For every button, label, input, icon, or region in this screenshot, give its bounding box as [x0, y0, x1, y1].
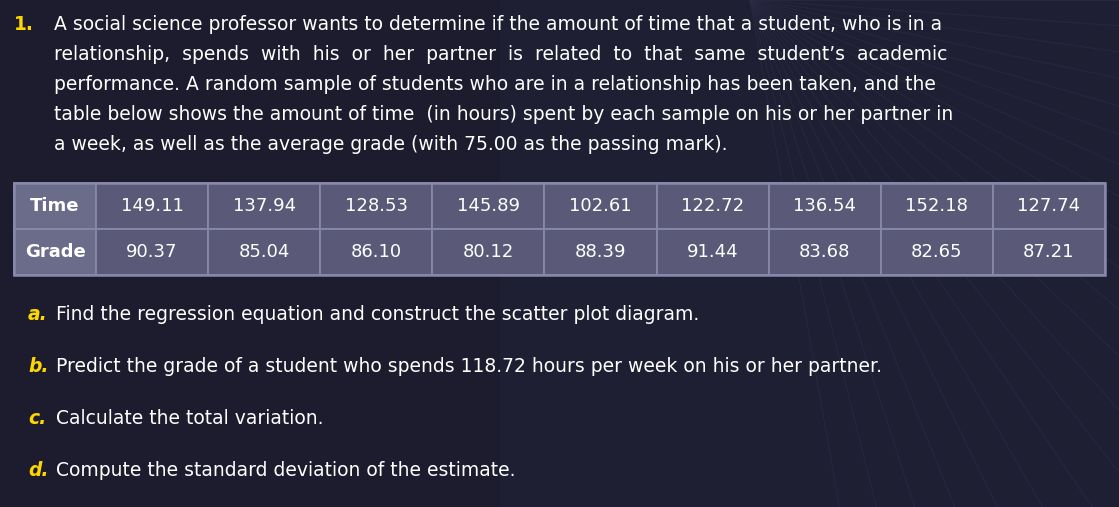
Text: 1.: 1.	[15, 15, 34, 34]
FancyBboxPatch shape	[15, 183, 96, 229]
Text: 90.37: 90.37	[126, 243, 178, 261]
Text: A social science professor wants to determine if the amount of time that a stude: A social science professor wants to dete…	[54, 15, 942, 34]
Text: 137.94: 137.94	[233, 197, 295, 215]
FancyBboxPatch shape	[96, 229, 208, 275]
FancyBboxPatch shape	[208, 183, 320, 229]
Text: performance. A random sample of students who are in a relationship has been take: performance. A random sample of students…	[54, 75, 935, 94]
Text: 152.18: 152.18	[905, 197, 968, 215]
Text: 122.72: 122.72	[681, 197, 744, 215]
Text: 127.74: 127.74	[1017, 197, 1081, 215]
FancyBboxPatch shape	[545, 183, 657, 229]
Text: 102.61: 102.61	[570, 197, 632, 215]
FancyBboxPatch shape	[657, 229, 769, 275]
FancyBboxPatch shape	[769, 229, 881, 275]
FancyBboxPatch shape	[769, 183, 881, 229]
Text: 128.53: 128.53	[345, 197, 407, 215]
Polygon shape	[500, 0, 1119, 507]
Text: 86.10: 86.10	[350, 243, 402, 261]
Text: 83.68: 83.68	[799, 243, 850, 261]
Text: Compute the standard deviation of the estimate.: Compute the standard deviation of the es…	[50, 461, 516, 480]
FancyBboxPatch shape	[657, 183, 769, 229]
FancyBboxPatch shape	[545, 229, 657, 275]
Text: 87.21: 87.21	[1023, 243, 1074, 261]
Text: a week, as well as the average grade (with 75.00 as the passing mark).: a week, as well as the average grade (wi…	[54, 135, 727, 154]
FancyBboxPatch shape	[208, 229, 320, 275]
FancyBboxPatch shape	[432, 229, 545, 275]
FancyBboxPatch shape	[993, 183, 1104, 229]
Text: b.: b.	[28, 357, 48, 376]
Text: d.: d.	[28, 461, 48, 480]
FancyBboxPatch shape	[881, 183, 993, 229]
Text: Time: Time	[30, 197, 79, 215]
Text: 80.12: 80.12	[463, 243, 514, 261]
FancyBboxPatch shape	[432, 183, 545, 229]
Text: relationship,  spends  with  his  or  her  partner  is  related  to  that  same : relationship, spends with his or her par…	[54, 45, 948, 64]
Text: 82.65: 82.65	[911, 243, 962, 261]
Text: 85.04: 85.04	[238, 243, 290, 261]
Text: 145.89: 145.89	[457, 197, 520, 215]
Text: a.: a.	[28, 305, 48, 324]
Text: 136.54: 136.54	[793, 197, 856, 215]
Text: 149.11: 149.11	[121, 197, 184, 215]
FancyBboxPatch shape	[881, 229, 993, 275]
Text: 91.44: 91.44	[687, 243, 739, 261]
Text: Find the regression equation and construct the scatter plot diagram.: Find the regression equation and constru…	[50, 305, 699, 324]
FancyBboxPatch shape	[993, 229, 1104, 275]
Text: Grade: Grade	[25, 243, 85, 261]
Text: Predict the grade of a student who spends 118.72 hours per week on his or her pa: Predict the grade of a student who spend…	[50, 357, 882, 376]
Text: 88.39: 88.39	[575, 243, 627, 261]
FancyBboxPatch shape	[96, 183, 208, 229]
Text: table below shows the amount of time  (in hours) spent by each sample on his or : table below shows the amount of time (in…	[54, 105, 953, 124]
FancyBboxPatch shape	[320, 183, 432, 229]
Text: Calculate the total variation.: Calculate the total variation.	[50, 409, 323, 428]
FancyBboxPatch shape	[15, 229, 96, 275]
FancyBboxPatch shape	[320, 229, 432, 275]
Text: c.: c.	[28, 409, 46, 428]
